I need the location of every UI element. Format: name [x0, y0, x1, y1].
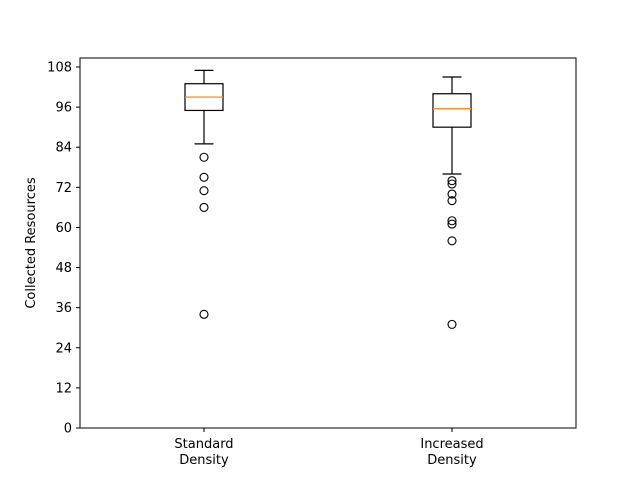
y-axis-label: Collected Resources	[24, 177, 39, 308]
outlier-point	[199, 186, 209, 196]
y-tick-label: 72	[55, 181, 72, 196]
box-iqr	[432, 93, 472, 128]
y-tick-label: 36	[55, 301, 72, 316]
x-tick-label: Increased Density	[420, 437, 483, 468]
y-tick-label: 48	[55, 261, 72, 276]
y-tick-label: 96	[55, 101, 72, 116]
y-tick-label: 0	[64, 422, 72, 437]
outlier-point	[199, 172, 209, 182]
y-axis: 0 12 24 36 48 60 72 84 96 108	[47, 61, 80, 437]
chart-marks	[184, 69, 472, 329]
x-tick-label: Standard Density	[174, 437, 233, 468]
y-tick-label: 60	[55, 221, 72, 236]
outlier-point	[447, 179, 457, 189]
outlier-point	[447, 219, 457, 229]
outlier-point	[447, 319, 457, 329]
y-tick-label: 84	[55, 141, 72, 156]
outlier-point	[199, 202, 209, 212]
outlier-point	[447, 236, 457, 246]
x-axis: Standard Density Increased Density	[174, 428, 484, 468]
box-group	[184, 69, 224, 319]
y-tick-label: 24	[55, 341, 72, 356]
outlier-point	[447, 196, 457, 206]
plot-frame	[79, 57, 577, 429]
plot-area	[80, 58, 576, 428]
outlier-point	[447, 189, 457, 199]
outlier-point	[447, 216, 457, 226]
outlier-point	[447, 176, 457, 186]
y-tick-label: 108	[47, 61, 72, 76]
box-group	[432, 76, 472, 329]
outlier-point	[199, 152, 209, 162]
outlier-point	[199, 309, 209, 319]
y-tick-label: 12	[55, 381, 72, 396]
